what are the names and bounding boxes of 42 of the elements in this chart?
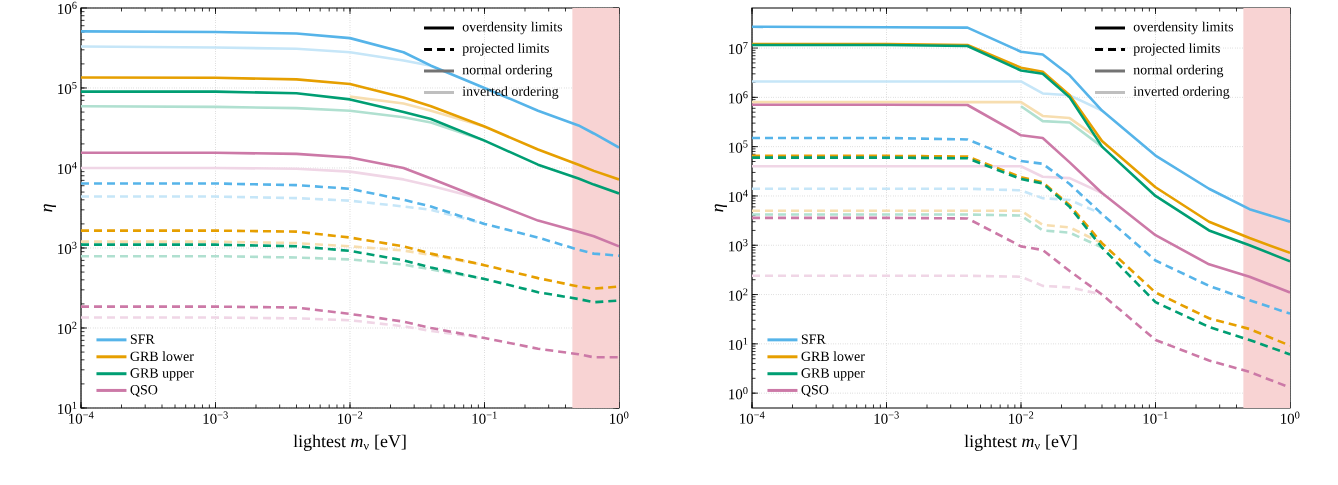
legend-label: SFR — [130, 334, 155, 344]
y-tick-label: 10$^{7}$ — [729, 41, 748, 55]
x-tick-label: 10$^{0}$ — [609, 411, 629, 424]
annotation: normal ordering — [1133, 64, 1224, 78]
legend-label: QSO — [130, 385, 158, 397]
legend-label: SFR — [801, 334, 826, 344]
y-tick-label: 10$^{2}$ — [58, 321, 77, 335]
y-tick-label: 10$^{5}$ — [729, 140, 748, 153]
x-tick-label: 10$^{−4}$ — [740, 411, 765, 424]
legend-label: GRB upper — [130, 368, 194, 381]
x-tick-label: 10$^{−1}$ — [1143, 411, 1168, 424]
x-tick-label: 10$^{−2}$ — [1009, 411, 1034, 424]
annotation: overdensity limits — [1133, 21, 1234, 35]
annotation: projected limits — [1133, 43, 1220, 56]
legend-label: GRB upper — [801, 368, 865, 381]
x-axis-title: lightest m$_{ν}$ [eV] — [293, 434, 406, 451]
y-tick-label: 10$^{4}$ — [729, 189, 748, 203]
x-tick-label: 10$^{−2}$ — [338, 411, 363, 424]
annotation: normal ordering — [462, 64, 553, 78]
x-axis-title: lightest m$_{ν}$ [eV] — [964, 434, 1077, 451]
legend-label: GRB lower — [130, 351, 194, 362]
y-tick-label: 10$^{0}$ — [729, 387, 748, 400]
x-tick-label: 10$^{−3}$ — [203, 411, 228, 424]
y-tick-label: 10$^{6}$ — [729, 91, 748, 104]
annotation: inverted ordering — [1133, 86, 1230, 99]
legend-label: GRB lower — [801, 351, 865, 362]
annotation: overdensity limits — [462, 21, 563, 35]
y-tick-label: 10$^{4}$ — [58, 161, 77, 175]
x-tick-label: 10$^{−3}$ — [874, 411, 899, 424]
y-tick-label: 10$^{3}$ — [729, 239, 748, 252]
y-tick-label: 10$^{3}$ — [58, 241, 77, 255]
annotation: projected limits — [462, 43, 549, 56]
y-tick-label: 10$^{5}$ — [58, 81, 77, 95]
x-tick-label: 10$^{0}$ — [1280, 411, 1300, 424]
y-axis-title: η — [43, 204, 56, 212]
y-axis-title: η — [714, 204, 727, 212]
y-tick-label: 10$^{1}$ — [58, 401, 77, 415]
y-tick-label: 10$^{2}$ — [729, 288, 748, 301]
y-tick-label: 10$^{1}$ — [729, 337, 748, 350]
y-tick-label: 10$^{6}$ — [58, 1, 77, 15]
legend-label: QSO — [801, 385, 829, 397]
x-tick-label: 10$^{−1}$ — [472, 411, 497, 424]
